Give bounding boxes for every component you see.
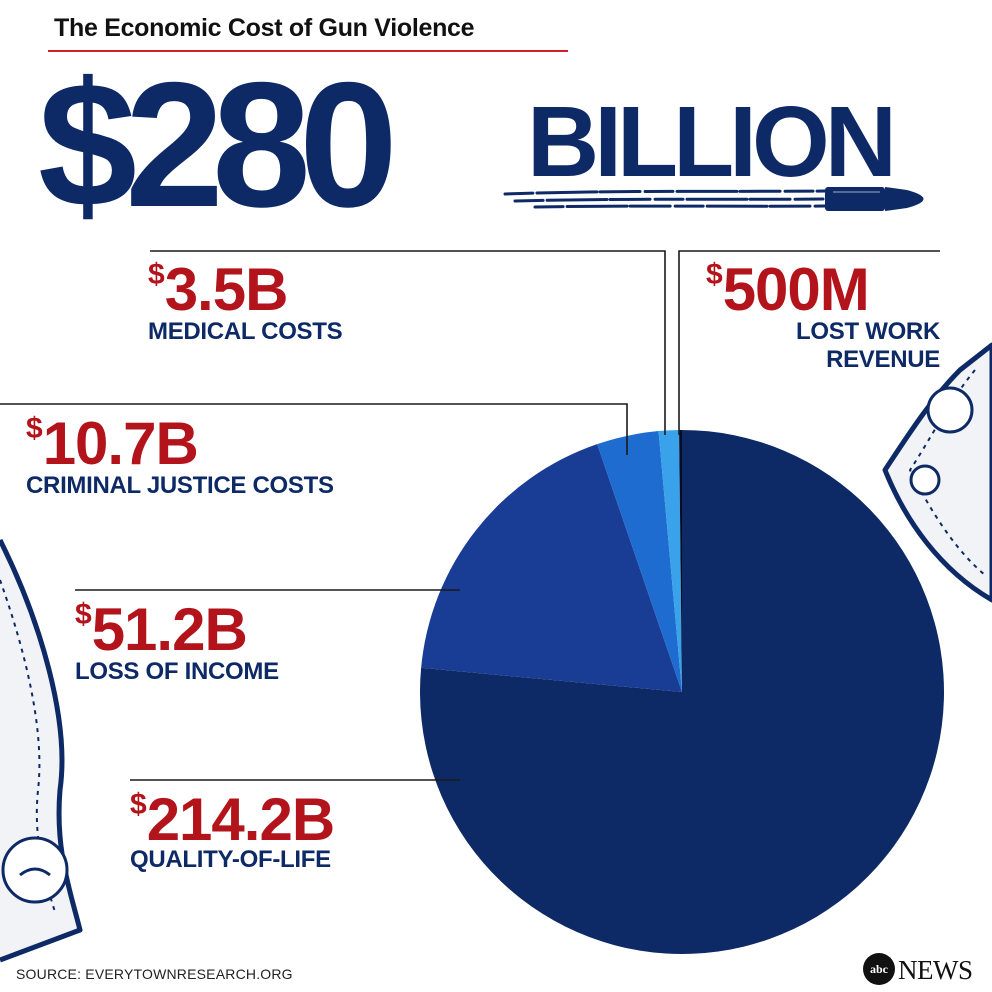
value-quality: $214.2B [130,788,335,850]
leader-line-justice [0,403,628,455]
currency-symbol: $ [75,598,92,631]
chart-title: The Economic Cost of Gun Violence [54,14,475,42]
logo-news: NEWS [898,955,973,985]
value-lostwork: $500M [706,258,870,320]
value-justice: $10.7B [26,412,199,474]
currency-symbol: $ [130,788,147,821]
leader-line-lostwork [678,250,940,435]
logo-abc: abc [870,962,889,976]
title-underline [48,50,568,52]
value-income: $51.2B [75,598,248,660]
label-medical: MEDICAL COSTS [148,318,343,345]
value-medical-amount: 3.5B [164,256,289,323]
label-lostwork-line1: LOST WORK [796,318,940,345]
value-quality-amount: 214.2B [146,786,335,853]
pie-slice-criminal-justice-costs [597,431,682,692]
bullet-icon [503,187,924,211]
leader-line-medical [150,250,666,435]
total-unit: BILLION [527,86,897,198]
total-amount: $280 [38,45,398,244]
currency-symbol: $ [706,258,723,291]
label-quality: QUALITY-OF-LIFE [130,846,331,873]
label-justice: CRIMINAL JUSTICE COSTS [26,472,334,499]
pie-slice-loss-of-income [421,444,682,692]
value-justice-amount: 10.7B [42,410,199,477]
abc-news-logo: abc NEWS [863,953,973,985]
currency-symbol: $ [26,412,43,445]
value-medical: $3.5B [148,258,288,320]
pie-slice-medical-costs [658,430,682,692]
source-note: SOURCE: EVERYTOWNRESEARCH.ORG [16,966,293,982]
label-income: LOSS OF INCOME [75,658,279,685]
currency-symbol: $ [148,258,165,291]
value-income-amount: 51.2B [91,596,248,663]
pie-slice-quality-of-life [420,430,945,955]
value-lostwork-amount: 500M [722,256,870,323]
label-lostwork-line2: REVENUE [826,346,940,373]
pie-slice-lost-work-revenue [679,430,682,692]
